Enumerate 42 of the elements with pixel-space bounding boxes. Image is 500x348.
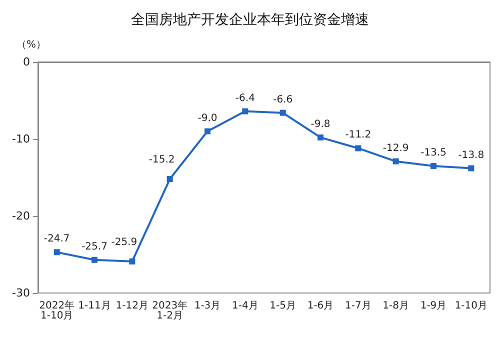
data-label: -24.7	[44, 234, 70, 245]
y-tick-label: 0	[23, 56, 30, 68]
x-tick-label: 1-8月	[382, 300, 410, 312]
x-tick-label: 2023年 1-2月	[152, 300, 188, 322]
x-tick-label: 1-11月	[78, 300, 111, 312]
point	[129, 258, 136, 264]
point	[430, 162, 436, 169]
data-label: -9.0	[198, 112, 218, 124]
x-tick-label: 1-12月	[116, 300, 149, 312]
point	[392, 158, 399, 164]
data-label: -11.2	[345, 130, 372, 141]
y-tick-label: -30	[12, 286, 30, 300]
data-label: -12.9	[382, 142, 409, 154]
data-label: -9.8	[310, 118, 330, 130]
point	[318, 134, 324, 140]
data-label: -13.8	[458, 150, 484, 161]
x-tick-label: 1-6月	[307, 300, 334, 312]
point	[166, 176, 173, 182]
x-tick-label: 1-5月	[270, 300, 296, 312]
point	[242, 108, 248, 114]
y-tick-label: -20	[12, 210, 30, 222]
point	[204, 128, 210, 134]
x-tick-label: 2022年 1-10月	[39, 300, 75, 322]
x-tick-label: 1-7月	[344, 300, 372, 312]
x-tick-label: 1-4月	[232, 300, 258, 312]
x-tick-label: 1-10月	[454, 300, 488, 312]
data-label: -25.9	[111, 236, 138, 248]
y-axis-title: （%）	[16, 40, 46, 50]
point	[280, 110, 286, 116]
point	[355, 145, 362, 152]
data-label: -6.6	[273, 94, 293, 106]
point	[92, 256, 98, 263]
data-label: -25.7	[82, 241, 108, 252]
data-label: -13.5	[420, 147, 446, 158]
point	[54, 249, 60, 256]
point	[468, 165, 474, 172]
chart-title: 全国房地产开发企业本年到位资金增速	[131, 12, 369, 28]
y-tick-label: -10	[12, 132, 30, 146]
x-tick-label: 1-9月	[420, 300, 447, 312]
x-tick-label: 1-3月	[194, 300, 221, 312]
data-label: -15.2	[148, 154, 175, 166]
data-label: -6.4	[235, 92, 255, 104]
